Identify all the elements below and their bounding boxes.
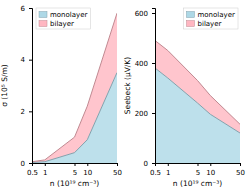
tick-mark (210, 163, 211, 166)
x-axis-title: n (10¹⁹ cm⁻³) (173, 179, 222, 188)
tick: 200 (135, 110, 155, 118)
tick: 6 (21, 5, 32, 13)
tick-label: 1 (166, 169, 170, 177)
y-axis: 0 2 4 6 (21, 5, 33, 168)
tick-label: 5 (196, 169, 200, 177)
tick: 0.5 (27, 163, 38, 177)
x-axis: 0.5 1 5 10 50 (27, 163, 122, 177)
tick-mark (152, 113, 155, 114)
legend-box (36, 8, 91, 29)
legend-swatch (39, 21, 47, 27)
tick-label: 4 (21, 56, 26, 64)
y-axis-title: Seebeck (μV/K) (123, 57, 132, 114)
tick-label: 6 (21, 5, 26, 13)
tick: 400 (135, 60, 155, 68)
line (32, 73, 117, 163)
tick-mark (29, 163, 32, 164)
axis-line (156, 164, 241, 167)
tick-mark (87, 163, 88, 166)
y-axis-title: σ (10⁵ S/m) (0, 64, 9, 107)
tick: 0 (21, 160, 32, 168)
legend-box (183, 8, 238, 29)
tick-label: 2 (21, 108, 25, 116)
area (155, 41, 240, 134)
tick: 5 (196, 163, 200, 177)
tick-mark (117, 163, 118, 166)
tick: 50 (113, 163, 122, 177)
tick-mark (152, 63, 155, 64)
legend-swatch (186, 21, 194, 27)
legend-swatch (186, 12, 194, 18)
tick: 0.5 (150, 163, 161, 177)
tick-label: 0.5 (27, 169, 38, 177)
tick-label: 50 (236, 169, 245, 177)
tick: 10 (206, 163, 215, 177)
figure: 0.51510500246n (10¹⁹ cm⁻³)σ (10⁵ S/m)mon… (0, 0, 246, 189)
tick: 4 (21, 56, 32, 64)
plot-area (32, 13, 117, 163)
line (155, 68, 240, 133)
axis-line (33, 164, 118, 167)
axis-line (29, 9, 33, 164)
plot-area (155, 41, 240, 164)
tick: 5 (73, 163, 77, 177)
tick-label: 0.5 (150, 169, 161, 177)
tick-label: 5 (73, 169, 77, 177)
tick: 600 (135, 10, 155, 18)
legend-item: bilayer (39, 20, 74, 28)
chart: 0.5 1 5 10 50 0 200 400 600 n (10¹⁹ cm⁻³) Seebeck … (123, 8, 245, 188)
tick: 1 (43, 163, 47, 177)
legend-label: monolayer (50, 11, 88, 19)
tick-label: 50 (113, 169, 122, 177)
tick-label: 600 (135, 10, 148, 18)
tick-mark (198, 163, 199, 166)
legend-label: bilayer (197, 20, 221, 28)
tick-mark (75, 163, 76, 166)
legend-item: bilayer (186, 20, 221, 28)
tick-mark (29, 111, 32, 112)
tick-label: 10 (206, 169, 215, 177)
tick-mark (240, 163, 241, 166)
tick-label: 0 (21, 160, 25, 168)
tick: 50 (236, 163, 245, 177)
tick-label: 1 (43, 169, 47, 177)
tick-mark (168, 163, 169, 166)
tick-label: 200 (135, 110, 148, 118)
tick-label: 10 (83, 169, 92, 177)
tick: 1 (166, 163, 170, 177)
tick: 0 (144, 160, 155, 168)
chart: 0.5 1 5 10 50 0 2 4 6 n (10¹⁹ cm⁻³) σ (10⁵ S/m) mon… (0, 5, 122, 188)
legend-item: monolayer (186, 11, 235, 19)
legend-label: monolayer (197, 11, 235, 19)
tick-mark (152, 163, 155, 164)
tick: 2 (21, 108, 32, 116)
tick-mark (29, 60, 32, 61)
x-axis: 0.5 1 5 10 50 (150, 163, 245, 177)
tick-mark (152, 13, 155, 14)
y-axis: 0 200 400 600 (135, 9, 156, 168)
area (32, 13, 117, 162)
tick-label: 0 (144, 160, 148, 168)
tick-label: 400 (135, 60, 148, 68)
tick-mark (45, 163, 46, 166)
x-axis-title: n (10¹⁹ cm⁻³) (50, 179, 99, 188)
tick: 10 (83, 163, 92, 177)
legend-item: monolayer (39, 11, 88, 19)
axis-line (152, 9, 156, 164)
tick-mark (29, 8, 32, 9)
legend: monolayerbilayer (36, 8, 91, 29)
legend-swatch (39, 12, 47, 18)
line (32, 13, 117, 162)
legend: monolayerbilayer (183, 8, 238, 29)
line (155, 41, 240, 125)
legend-label: bilayer (50, 20, 74, 28)
